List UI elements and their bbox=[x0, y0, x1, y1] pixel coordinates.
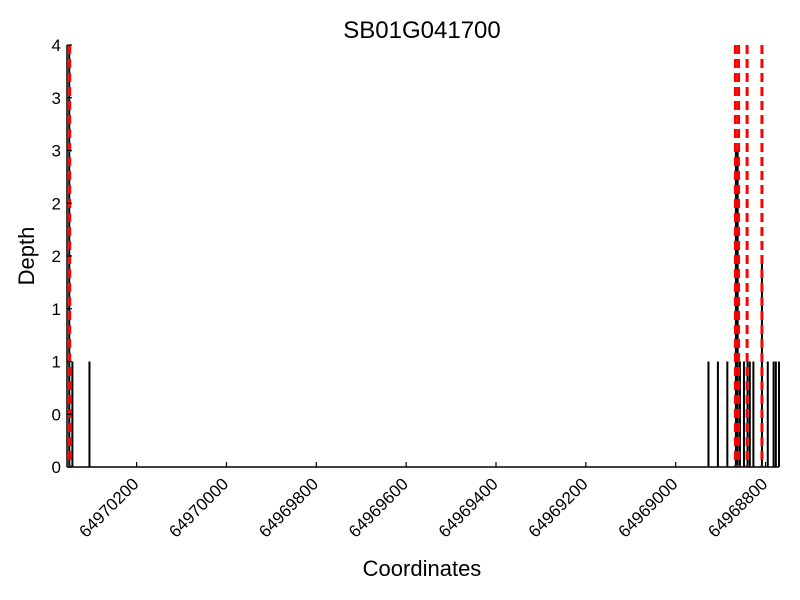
x-tick-label: 64970000 bbox=[165, 474, 232, 541]
y-tick-label: 4 bbox=[52, 36, 61, 55]
bars-layer bbox=[68, 45, 780, 467]
x-tick-label: 64969800 bbox=[255, 474, 322, 541]
x-tick-label: 64969400 bbox=[435, 474, 502, 541]
axes-layer: 0 0 1 1 2 2 3 3 4 64970200 64970000 64969800 6496960… bbox=[52, 36, 779, 541]
x-tick-label: 64969000 bbox=[615, 474, 682, 541]
y-tick-label: 1 bbox=[52, 300, 61, 319]
chart-title: SB01G041700 bbox=[343, 17, 500, 44]
y-tick-label: 2 bbox=[52, 247, 61, 266]
y-tick-label: 1 bbox=[52, 353, 61, 372]
x-tick-label: 64970200 bbox=[76, 474, 143, 541]
y-tick-label: 0 bbox=[52, 458, 61, 477]
y-tick-label: 3 bbox=[52, 142, 61, 161]
y-tick-label: 3 bbox=[52, 89, 61, 108]
y-axis-label: Depth bbox=[14, 227, 39, 286]
x-axis-label: Coordinates bbox=[363, 556, 482, 581]
x-tick-label: 64969200 bbox=[525, 474, 592, 541]
marker-lines-layer bbox=[68, 45, 764, 467]
y-tick-label: 0 bbox=[52, 405, 61, 424]
y-tick-label: 2 bbox=[52, 194, 61, 213]
x-tick-label: 64969600 bbox=[345, 474, 412, 541]
x-tick-label: 64968800 bbox=[704, 474, 771, 541]
